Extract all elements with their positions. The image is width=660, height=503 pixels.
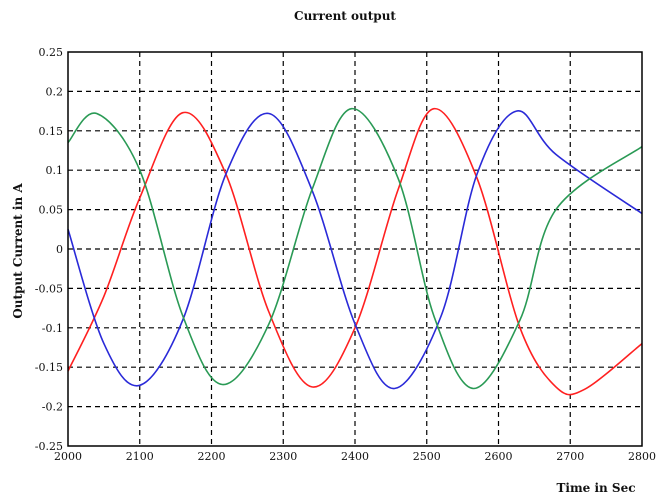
x-tick-label: 2100 [126,450,154,463]
x-tick-label: 2200 [198,450,226,463]
x-tick-labels: 2000 2100 2200 2300 2400 2500 2600 2700 2800 [54,450,656,463]
x-tick-label: 2000 [54,450,82,463]
y-tick-label: -0.15 [35,361,63,374]
y-tick-label: -0.05 [35,282,63,295]
x-axis-label: Time in Sec [556,481,635,495]
series-line-1 [67,107,643,396]
series-lines [67,107,643,396]
x-tick-label: 2800 [628,450,656,463]
y-tick-label: -0.1 [42,322,63,335]
plot-frame [67,51,643,447]
series-line-2 [67,110,643,390]
x-tick-label: 2400 [341,450,369,463]
y-axis-label: Output Current in A [11,183,25,319]
chart-title: Current output [294,9,396,23]
y-tick-label: 0 [56,243,63,256]
y-tick-label: 0.15 [39,125,64,138]
x-tick-label: 2500 [413,450,441,463]
x-tick-label: 2300 [269,450,297,463]
grid-lines [68,52,642,446]
x-tick-label: 2600 [485,450,513,463]
y-tick-label: 0.2 [46,85,64,98]
series-line-3 [67,107,643,390]
y-tick-label: 0.1 [46,164,64,177]
y-tick-label: 0.25 [39,46,64,59]
y-tick-label: -0.2 [42,401,63,414]
y-tick-label: -0.25 [35,440,63,453]
y-tick-label: 0.05 [39,204,64,217]
y-tick-labels: 0.25 0.2 0.15 0.1 0.05 0 -0.05 -0.1 -0.15 -0.2 -0.… [35,46,63,453]
x-tick-label: 2700 [556,450,584,463]
